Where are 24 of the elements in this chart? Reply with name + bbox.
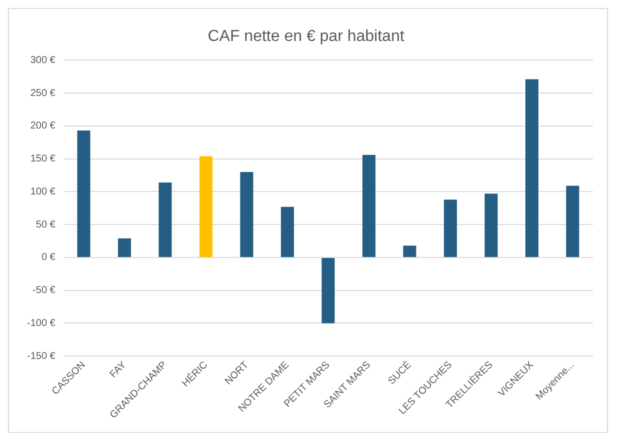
bar [566,186,580,257]
bar [280,206,294,257]
y-tick-label: -50 € [32,285,56,296]
y-tick-label: 100 € [30,186,56,198]
bar [403,246,416,257]
bar [444,200,457,257]
y-tick-label: 0 € [41,252,56,264]
bar [240,172,254,257]
y-tick-label: 50 € [36,219,56,230]
y-tick-label: 150 € [30,154,56,165]
bar [322,258,335,324]
bar [118,238,131,257]
y-tick-label: 300 € [30,54,56,66]
bar [484,194,498,257]
chart-title: CAF nette en € par habitant [208,28,405,46]
y-tick-label: 250 € [30,88,56,99]
bar [362,154,376,257]
y-tick-label: 200 € [30,120,56,132]
bar [199,156,212,257]
bar [525,79,538,257]
bar [158,182,172,257]
bar [77,130,90,257]
y-tick-label: -100 € [26,318,56,329]
y-tick-label: -150 € [26,350,56,362]
